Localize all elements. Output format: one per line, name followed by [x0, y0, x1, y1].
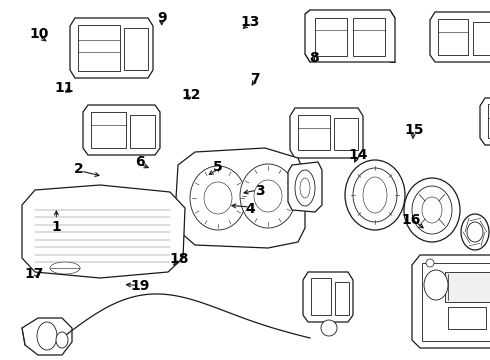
Bar: [422, 263, 490, 341]
Bar: [298, 115, 330, 150]
Ellipse shape: [37, 322, 57, 350]
Ellipse shape: [426, 259, 434, 267]
Text: 2: 2: [74, 162, 83, 176]
Ellipse shape: [363, 177, 387, 213]
Ellipse shape: [254, 180, 282, 212]
Text: 14: 14: [348, 148, 368, 162]
Polygon shape: [22, 318, 72, 355]
Text: 4: 4: [245, 202, 255, 216]
Ellipse shape: [345, 160, 405, 230]
Text: 6: 6: [135, 155, 145, 169]
Text: 15: 15: [404, 123, 424, 136]
Text: 19: 19: [130, 279, 149, 293]
Ellipse shape: [321, 320, 337, 336]
Bar: [315, 18, 347, 56]
Ellipse shape: [353, 168, 397, 222]
Text: 18: 18: [169, 252, 189, 266]
Ellipse shape: [190, 166, 246, 230]
Ellipse shape: [424, 270, 448, 300]
Ellipse shape: [56, 332, 68, 348]
Ellipse shape: [404, 178, 460, 242]
Text: 3: 3: [255, 184, 265, 198]
Bar: [124, 28, 148, 70]
Text: 12: 12: [181, 89, 201, 102]
Ellipse shape: [422, 197, 442, 223]
Bar: [130, 115, 155, 148]
Bar: [311, 278, 331, 315]
Text: 8: 8: [309, 51, 318, 64]
Bar: [335, 282, 349, 315]
Bar: [438, 19, 468, 55]
Text: 13: 13: [240, 15, 260, 28]
Polygon shape: [303, 272, 353, 322]
Polygon shape: [290, 108, 363, 158]
Ellipse shape: [204, 182, 232, 214]
Bar: [353, 18, 385, 56]
Text: 5: 5: [213, 161, 223, 174]
Polygon shape: [305, 10, 395, 62]
Text: 9: 9: [157, 11, 167, 25]
Polygon shape: [83, 105, 160, 155]
Bar: [448, 307, 486, 329]
Ellipse shape: [300, 178, 310, 198]
Bar: [473, 22, 490, 55]
Bar: [488, 104, 490, 138]
Text: 7: 7: [250, 72, 260, 86]
Ellipse shape: [461, 214, 489, 250]
Text: 17: 17: [24, 267, 44, 280]
Text: 16: 16: [402, 213, 421, 226]
Polygon shape: [175, 148, 305, 248]
Polygon shape: [480, 98, 490, 145]
Text: 11: 11: [54, 81, 74, 95]
Polygon shape: [412, 255, 490, 348]
Ellipse shape: [50, 262, 80, 274]
Text: 1: 1: [51, 220, 61, 234]
Ellipse shape: [412, 186, 452, 234]
Polygon shape: [288, 162, 322, 212]
Bar: [91, 112, 126, 148]
Bar: [334, 118, 358, 150]
Text: 10: 10: [29, 27, 49, 41]
Ellipse shape: [295, 170, 315, 206]
Polygon shape: [430, 12, 490, 62]
Bar: [445, 272, 490, 302]
Polygon shape: [22, 185, 185, 278]
Bar: [78, 25, 120, 71]
Polygon shape: [70, 18, 153, 78]
Ellipse shape: [467, 222, 483, 242]
Ellipse shape: [240, 164, 296, 228]
